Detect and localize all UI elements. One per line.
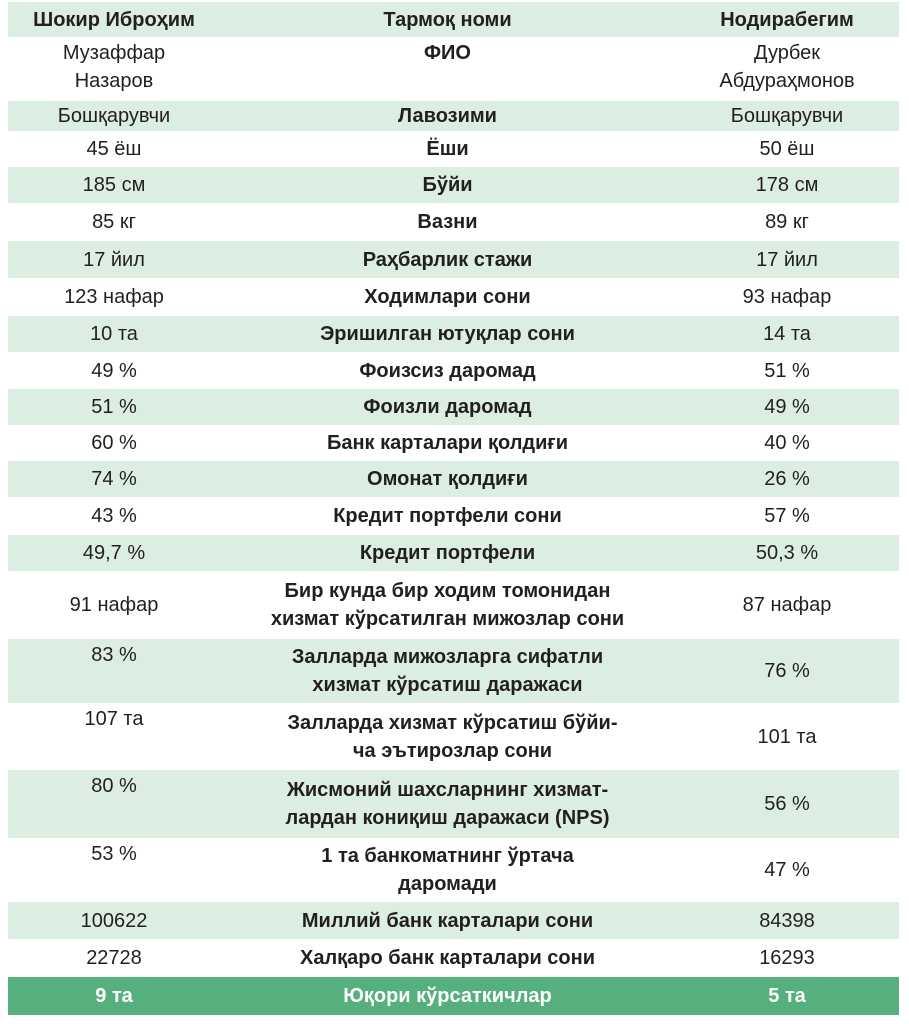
table-row: 45 ёш Ёши 50 ёш <box>8 131 899 167</box>
metric-label: Банк карталари қолдиғи <box>326 432 569 454</box>
left-value: 91 нафар <box>69 594 159 616</box>
table-row: 74 % Омонат қолдиғи 26 % <box>8 461 899 497</box>
right-value: 14 та <box>763 323 811 345</box>
header-metric-name: Тармоқ номи <box>383 8 512 31</box>
table-row: 53 % 1 та банкоматнинг ўртача даромади 4… <box>8 838 899 902</box>
left-value: 100622 <box>80 909 148 932</box>
metric-label: Фоизсиз даромад <box>359 359 536 382</box>
table-row: 49 % Фоизсиз даромад 51 % <box>8 352 899 389</box>
right-value: 16293 <box>759 947 815 969</box>
table-row: 185 см Бўйи 178 см <box>8 167 899 203</box>
right-value: 57 % <box>764 505 810 527</box>
left-value: 74 % <box>91 468 137 490</box>
metric-label: 1 та банкоматнинг ўртача даромади <box>321 845 574 895</box>
left-value: 83 % <box>91 644 137 666</box>
footer-label: Юқори кўрсаткичлар <box>343 985 552 1007</box>
right-value: 87 нафар <box>742 594 832 616</box>
footer-left-total: 9 та <box>95 985 133 1007</box>
left-value: Бошқарувчи <box>57 105 171 127</box>
right-value: 178 см <box>755 174 819 196</box>
left-value: 22728 <box>86 947 142 969</box>
metric-label: Залларда хизмат кўрсатиш бўйи- ча эътиро… <box>287 711 618 762</box>
table-row: Бошқарувчи Лавозими Бошқарувчи <box>8 101 899 131</box>
table-row: 43 % Кредит портфели сони 57 % <box>8 497 899 535</box>
metric-label: Вазни <box>417 211 478 233</box>
right-value: 26 % <box>764 468 810 490</box>
table-row: 22728 Халқаро банк карталари сони 16293 <box>8 939 899 977</box>
left-value: 17 йил <box>83 248 145 271</box>
table-row: 85 кг Вазни 89 кг <box>8 203 899 241</box>
right-value: 50,3 % <box>755 542 819 564</box>
right-value: 84398 <box>759 909 815 932</box>
left-value: 123 нафар <box>64 286 164 308</box>
header-right-name: Нодирабегим <box>720 8 854 31</box>
footer-right-total: 5 та <box>768 985 806 1007</box>
left-value: 49 % <box>91 359 137 382</box>
metric-label: ФИО <box>423 42 471 64</box>
left-value: 85 кг <box>92 211 136 233</box>
table-row: 17 йил Раҳбарлик стажи 17 йил <box>8 241 899 278</box>
table-row: Музаффар Назаров ФИО Дурбек Абдураҳмонов <box>8 37 899 101</box>
metric-label: Халқаро банк карталари сони <box>299 947 596 969</box>
right-value: 49 % <box>764 396 810 418</box>
right-value: 51 % <box>764 359 810 382</box>
table-header: Шокир Иброҳим Тармоқ номи Нодирабегим <box>8 2 899 37</box>
right-value: 89 кг <box>765 211 809 233</box>
left-value: 53 % <box>91 843 137 865</box>
metric-label: Кредит портфели <box>359 542 536 564</box>
left-value: 80 % <box>91 775 137 797</box>
right-value: Дурбек Абдураҳмонов <box>719 42 855 92</box>
table-footer: 9 та Юқори кўрсаткичлар 5 та <box>8 977 899 1015</box>
left-value: 49,7 % <box>82 542 146 564</box>
table-row: 60 % Банк карталари қолдиғи 40 % <box>8 425 899 461</box>
table-row: 123 нафар Ходимлари сони 93 нафар <box>8 278 899 316</box>
metric-label: Жисмоний шахсларнинг хизмат- лардан кони… <box>285 779 610 829</box>
left-value: 185 см <box>82 174 146 196</box>
metric-label: Фоизли даромад <box>363 396 532 418</box>
metric-label: Миллий банк карталари сони <box>301 909 594 932</box>
table-row: 10 та Эришилган ютуқлар сони 14 та <box>8 316 899 352</box>
metric-label: Лавозими <box>398 105 497 127</box>
right-value: 50 ёш <box>759 138 815 160</box>
metric-label: Раҳбарлик стажи <box>362 248 533 271</box>
left-value: 43 % <box>91 505 137 527</box>
header-left-name: Шокир Иброҳим <box>33 8 195 31</box>
table-row: 107 та Залларда хизмат кўрсатиш бўйи- ча… <box>8 703 899 770</box>
metric-label: Залларда мижозларга сифатли хизмат кўрса… <box>291 646 604 696</box>
left-value: 60 % <box>91 432 137 454</box>
table-row: 51 % Фоизли даромад 49 % <box>8 389 899 425</box>
table-row: 83 % Залларда мижозларга сифатли хизмат … <box>8 639 899 703</box>
right-value: 93 нафар <box>742 286 832 308</box>
left-value: 10 та <box>90 323 138 345</box>
table-row: 100622 Миллий банк карталари сони 84398 <box>8 902 899 939</box>
right-value: 47 % <box>764 859 810 881</box>
comparison-table: Шокир Иброҳим Тармоқ номи Нодирабегим Му… <box>8 2 899 1015</box>
metric-label: Эришилган ютуқлар сони <box>320 323 575 345</box>
left-value: 107 та <box>84 708 144 730</box>
left-value: 45 ёш <box>86 138 142 160</box>
right-value: 40 % <box>764 432 810 454</box>
metric-label: Бир кунда бир ходим томонидан хизмат кўр… <box>270 580 625 630</box>
table-row: 91 нафар Бир кунда бир ходим томонидан х… <box>8 571 899 639</box>
right-value: 56 % <box>764 793 810 815</box>
metric-label: Ходимлари сони <box>364 286 531 308</box>
metric-label: Бўйи <box>422 174 473 196</box>
table-row: 49,7 % Кредит портфели 50,3 % <box>8 535 899 571</box>
left-value: 51 % <box>91 396 137 418</box>
metric-label: Ёши <box>426 138 469 160</box>
right-value: 101 та <box>757 725 817 748</box>
right-value: 17 йил <box>756 248 818 271</box>
right-value: 76 % <box>764 660 810 682</box>
metric-label: Омонат қолдиғи <box>367 468 528 490</box>
right-value: Бошқарувчи <box>730 105 844 127</box>
metric-label: Кредит портфели сони <box>333 505 562 527</box>
table-row: 80 % Жисмоний шахсларнинг хизмат- лардан… <box>8 770 899 838</box>
left-value: Музаффар Назаров <box>62 42 166 92</box>
